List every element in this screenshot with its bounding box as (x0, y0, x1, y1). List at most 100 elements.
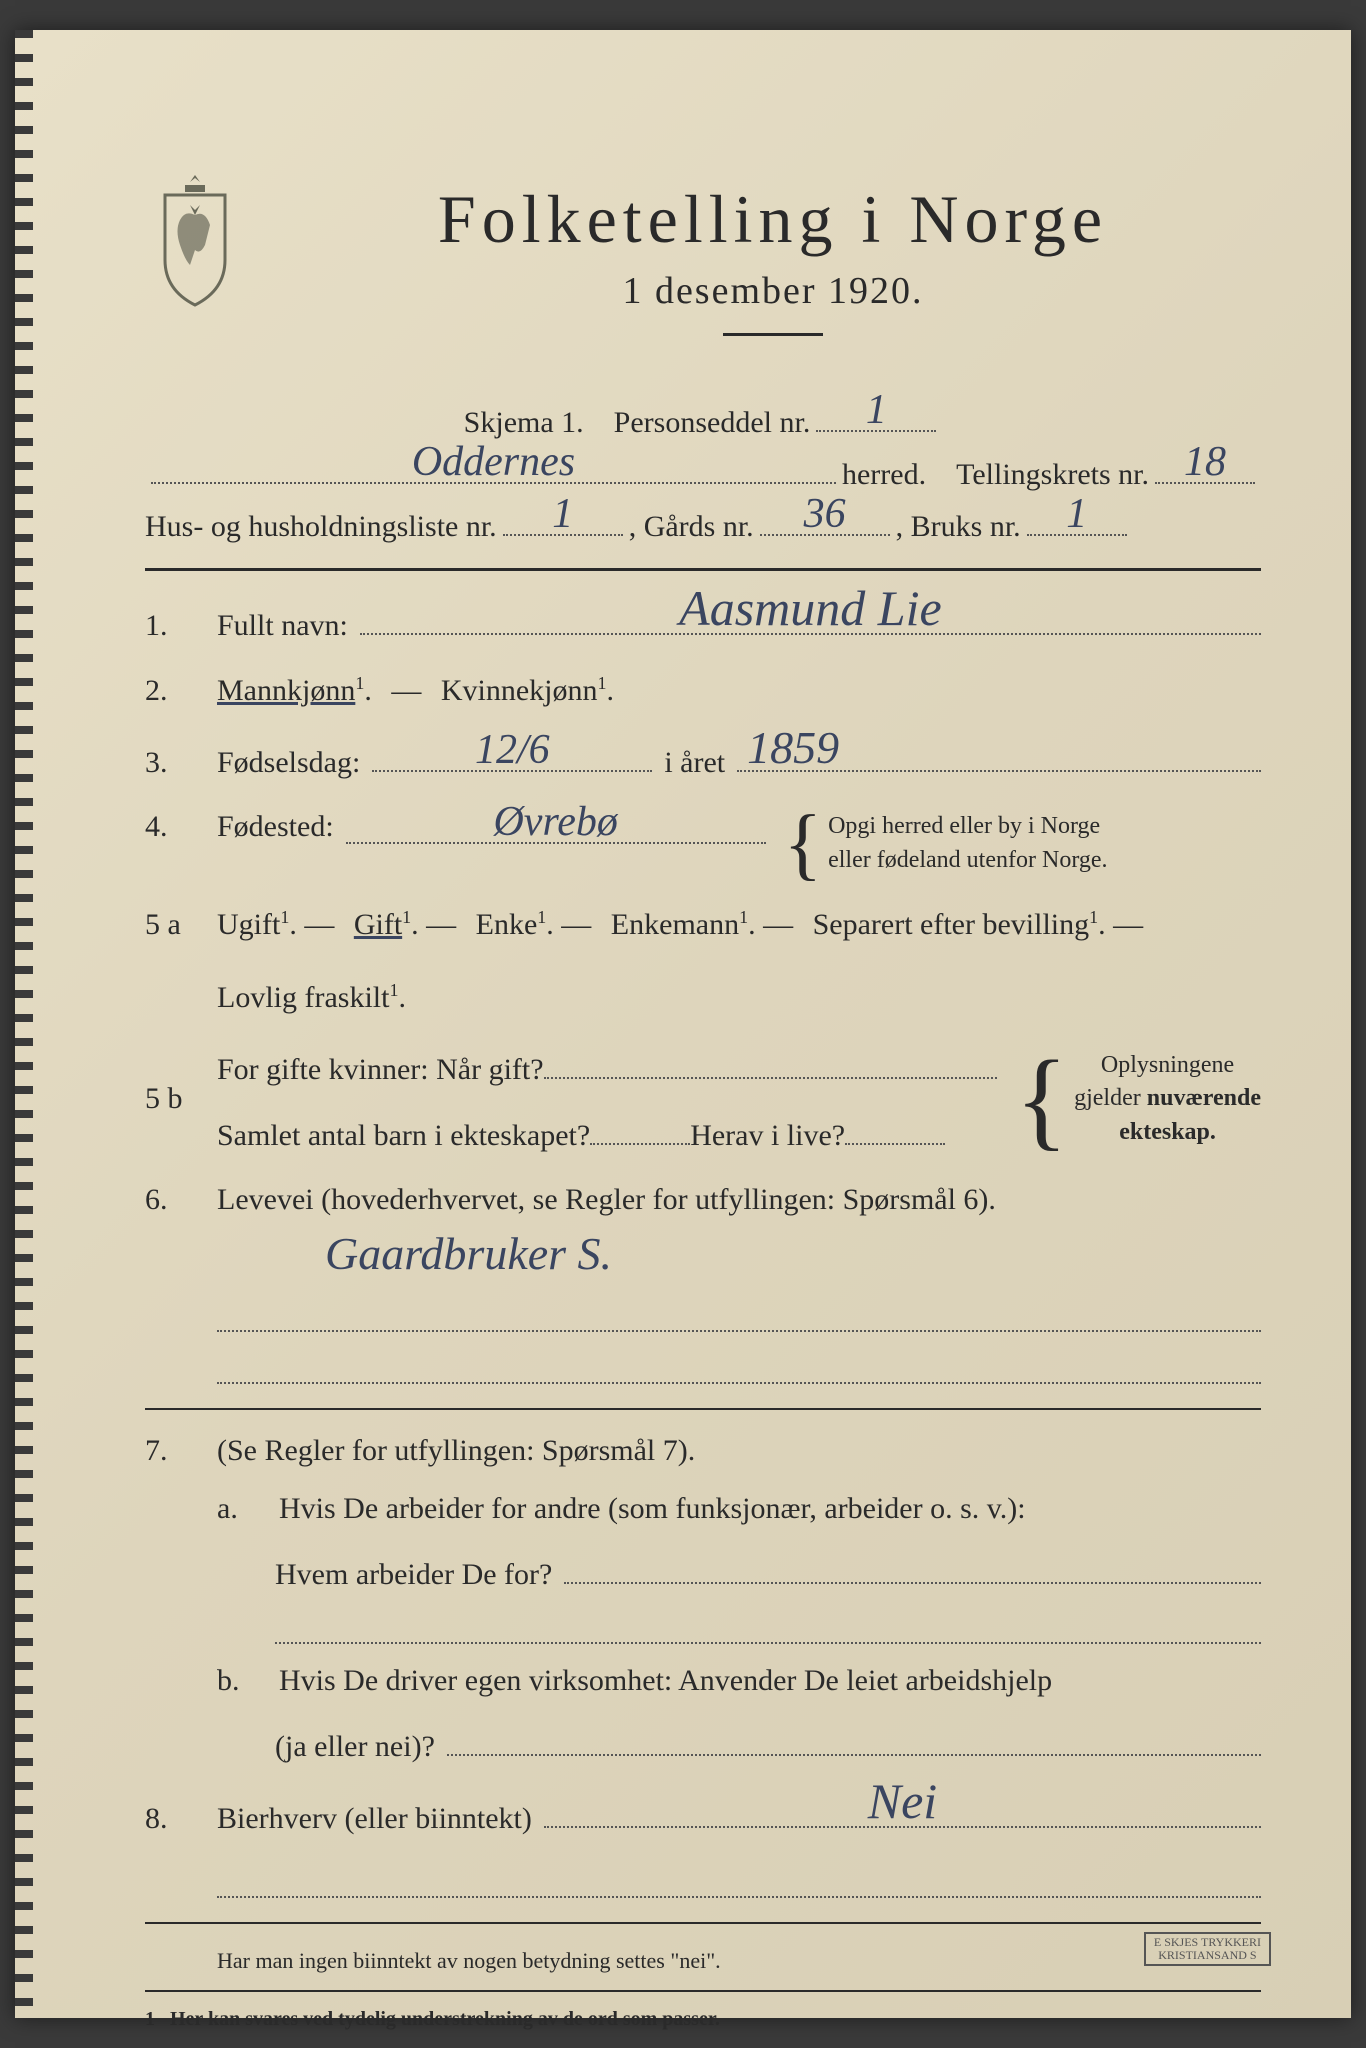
husliste-row: Hus- og husholdningsliste nr. 1 , Gårds … (145, 510, 1261, 544)
q1-field: Aasmund Lie (360, 601, 1261, 635)
q7a-text1: Hvis De arbeider for andre (som funksjon… (279, 1492, 1026, 1526)
herred-label: herred. (842, 458, 926, 492)
stamp-line2: KRISTIANSAND S (1154, 1949, 1261, 1962)
q8-num: 8. (145, 1802, 205, 1836)
tellingskrets-label: Tellingskrets nr. (956, 458, 1149, 492)
q3-label: Fødselsdag: (217, 746, 360, 780)
q4-row: 4. Fødested: Øvrebø { Opgi herred eller … (145, 810, 1261, 877)
q8-row: 8. Bierhverv (eller biinntekt) Nei (145, 1794, 1261, 1836)
footnote-2-prefix: 1 (145, 2008, 155, 2030)
q1-value: Aasmund Lie (679, 579, 942, 637)
q8-label: Bierhverv (eller biinntekt) (217, 1802, 532, 1836)
herred-field: Oddernes (151, 482, 836, 484)
q3-day-value: 12/6 (475, 726, 550, 774)
q5b-note-3: ekteskap. (1119, 1119, 1216, 1145)
q1-row: 1. Fullt navn: Aasmund Lie (145, 601, 1261, 643)
q5b-field1 (544, 1045, 998, 1079)
personseddel-label: Personseddel nr. (614, 406, 811, 440)
q5b-label3: Herav i live? (690, 1119, 845, 1153)
q7a-row2: Hvem arbeider De for? (275, 1550, 1261, 1592)
q5a-row: 5 a Ugift1. — Gift1. — Enke1. — Enkemann… (145, 907, 1261, 1015)
q4-note-1: Opgi herred eller by i Norge (828, 813, 1100, 839)
q5a-ugift: Ugift1. — (217, 907, 342, 942)
q4-note: { Opgi herred eller by i Norge eller fød… (778, 810, 1108, 877)
q5a-fraskilt: Lovlig fraskilt1. (217, 980, 406, 1015)
skjema-label: Skjema 1. (464, 406, 584, 440)
q7a-letter: a. (217, 1492, 267, 1526)
stamp-line1: E SKJES TRYKKERI (1154, 1936, 1261, 1949)
q5b-label2: Samlet antal barn i ekteskapet? (217, 1119, 590, 1153)
gards-value: 36 (804, 490, 846, 538)
q5a-gift: Gift1. — (354, 907, 464, 942)
herred-value: Oddernes (412, 438, 575, 486)
q7a-row: a. Hvis De arbeider for andre (som funks… (217, 1492, 1261, 1526)
q7-row: 7. (Se Regler for utfyllingen: Spørsmål … (145, 1434, 1261, 1468)
q6-row: 6. Levevei (hovederhvervet, se Regler fo… (145, 1183, 1261, 1217)
q3-day-field: 12/6 (372, 738, 652, 772)
printer-stamp: E SKJES TRYKKERI KRISTIANSAND S (1144, 1932, 1271, 1966)
q2-num: 2. (145, 674, 205, 708)
personseddel-value: 1 (866, 386, 887, 434)
q5b-note-1: Oplysningene (1101, 1052, 1234, 1078)
q4-note-2: eller fødeland utenfor Norge. (828, 847, 1107, 873)
q5a-enkemann: Enkemann1. — (611, 907, 801, 942)
q7a-field (564, 1550, 1261, 1584)
q3-year-label: i året (664, 746, 725, 780)
perforation-edge (15, 30, 33, 2018)
skjema-row: Skjema 1. Personseddel nr. 1 (145, 406, 1261, 440)
q3-year-field: 1859 (737, 738, 1261, 772)
gards-field: 36 (760, 534, 890, 536)
q5b-field2 (590, 1111, 690, 1145)
q8-value: Nei (868, 1772, 937, 1830)
q5b-note: { Oplysningene gjelder nuværende ekteska… (1009, 1049, 1261, 1150)
q3-year-value: 1859 (747, 721, 839, 774)
q4-field: Øvrebø (346, 810, 766, 844)
title-divider (723, 333, 823, 336)
coat-of-arms-icon (145, 170, 245, 310)
q5a-separert: Separert efter bevilling1. — (813, 907, 1144, 942)
q4-label: Fødested: (217, 810, 334, 844)
q5b-row: 5 b For gifte kvinner: Når gift? Samlet … (145, 1045, 1261, 1153)
q7a-text2: Hvem arbeider De for? (275, 1558, 552, 1592)
q5b-label1: For gifte kvinner: Når gift? (217, 1053, 544, 1087)
q5a-num: 5 a (145, 908, 205, 942)
q7-label: (Se Regler for utfyllingen: Spørsmål 7). (217, 1434, 695, 1468)
bruks-value: 1 (1066, 490, 1087, 538)
tellingskrets-field: 18 (1155, 482, 1255, 484)
q1-label: Fullt navn: (217, 609, 348, 643)
divider-4 (145, 1990, 1261, 1992)
footnote-1: Har man ingen biinntekt av nogen betydni… (217, 1948, 1261, 1974)
census-form-page: Folketelling i Norge 1 desember 1920. Sk… (15, 30, 1351, 2018)
q8-line (217, 1866, 1261, 1898)
bruks-field: 1 (1027, 534, 1127, 536)
q7b-field (447, 1722, 1261, 1756)
q6-label: Levevei (hovederhvervet, se Regler for u… (217, 1183, 996, 1217)
footnote-2: 1 Her kan svares ved tydelig understrekn… (145, 2008, 1261, 2031)
q7b-text2: (ja eller nei)? (275, 1730, 435, 1764)
q6-value: Gaardbruker S. (325, 1227, 1261, 1280)
q5b-field3 (845, 1111, 945, 1145)
q6-num: 6. (145, 1183, 205, 1217)
q2-row: 2. Mannkjønn1. — Kvinnekjønn1. (145, 673, 1261, 708)
footnote-2-text: Her kan svares ved tydelig understreknin… (170, 2008, 720, 2030)
q5b-num: 5 b (145, 1082, 205, 1116)
divider-1 (145, 568, 1261, 571)
q6-line1 (217, 1300, 1261, 1332)
header: Folketelling i Norge 1 desember 1920. (145, 170, 1261, 356)
gards-label: Gårds nr. (644, 510, 754, 544)
q4-value: Øvrebø (493, 798, 617, 846)
divider-3 (145, 1922, 1261, 1924)
q8-field: Nei (544, 1794, 1261, 1828)
q2-kvinne: Kvinnekjønn1. (441, 673, 614, 708)
personseddel-field: 1 (816, 430, 936, 432)
q7b-row2: (ja eller nei)? (275, 1722, 1261, 1764)
title-block: Folketelling i Norge 1 desember 1920. (285, 170, 1261, 356)
husliste-label: Hus- og husholdningsliste nr. (145, 510, 497, 544)
herred-row: Oddernes herred. Tellingskrets nr. 18 (145, 458, 1261, 492)
divider-2 (145, 1408, 1261, 1410)
q7-num: 7. (145, 1434, 205, 1468)
q4-num: 4. (145, 810, 205, 844)
q7b-row: b. Hvis De driver egen virksomhet: Anven… (217, 1664, 1261, 1698)
q1-num: 1. (145, 609, 205, 643)
q2-mann: Mannkjønn1. (217, 673, 372, 708)
